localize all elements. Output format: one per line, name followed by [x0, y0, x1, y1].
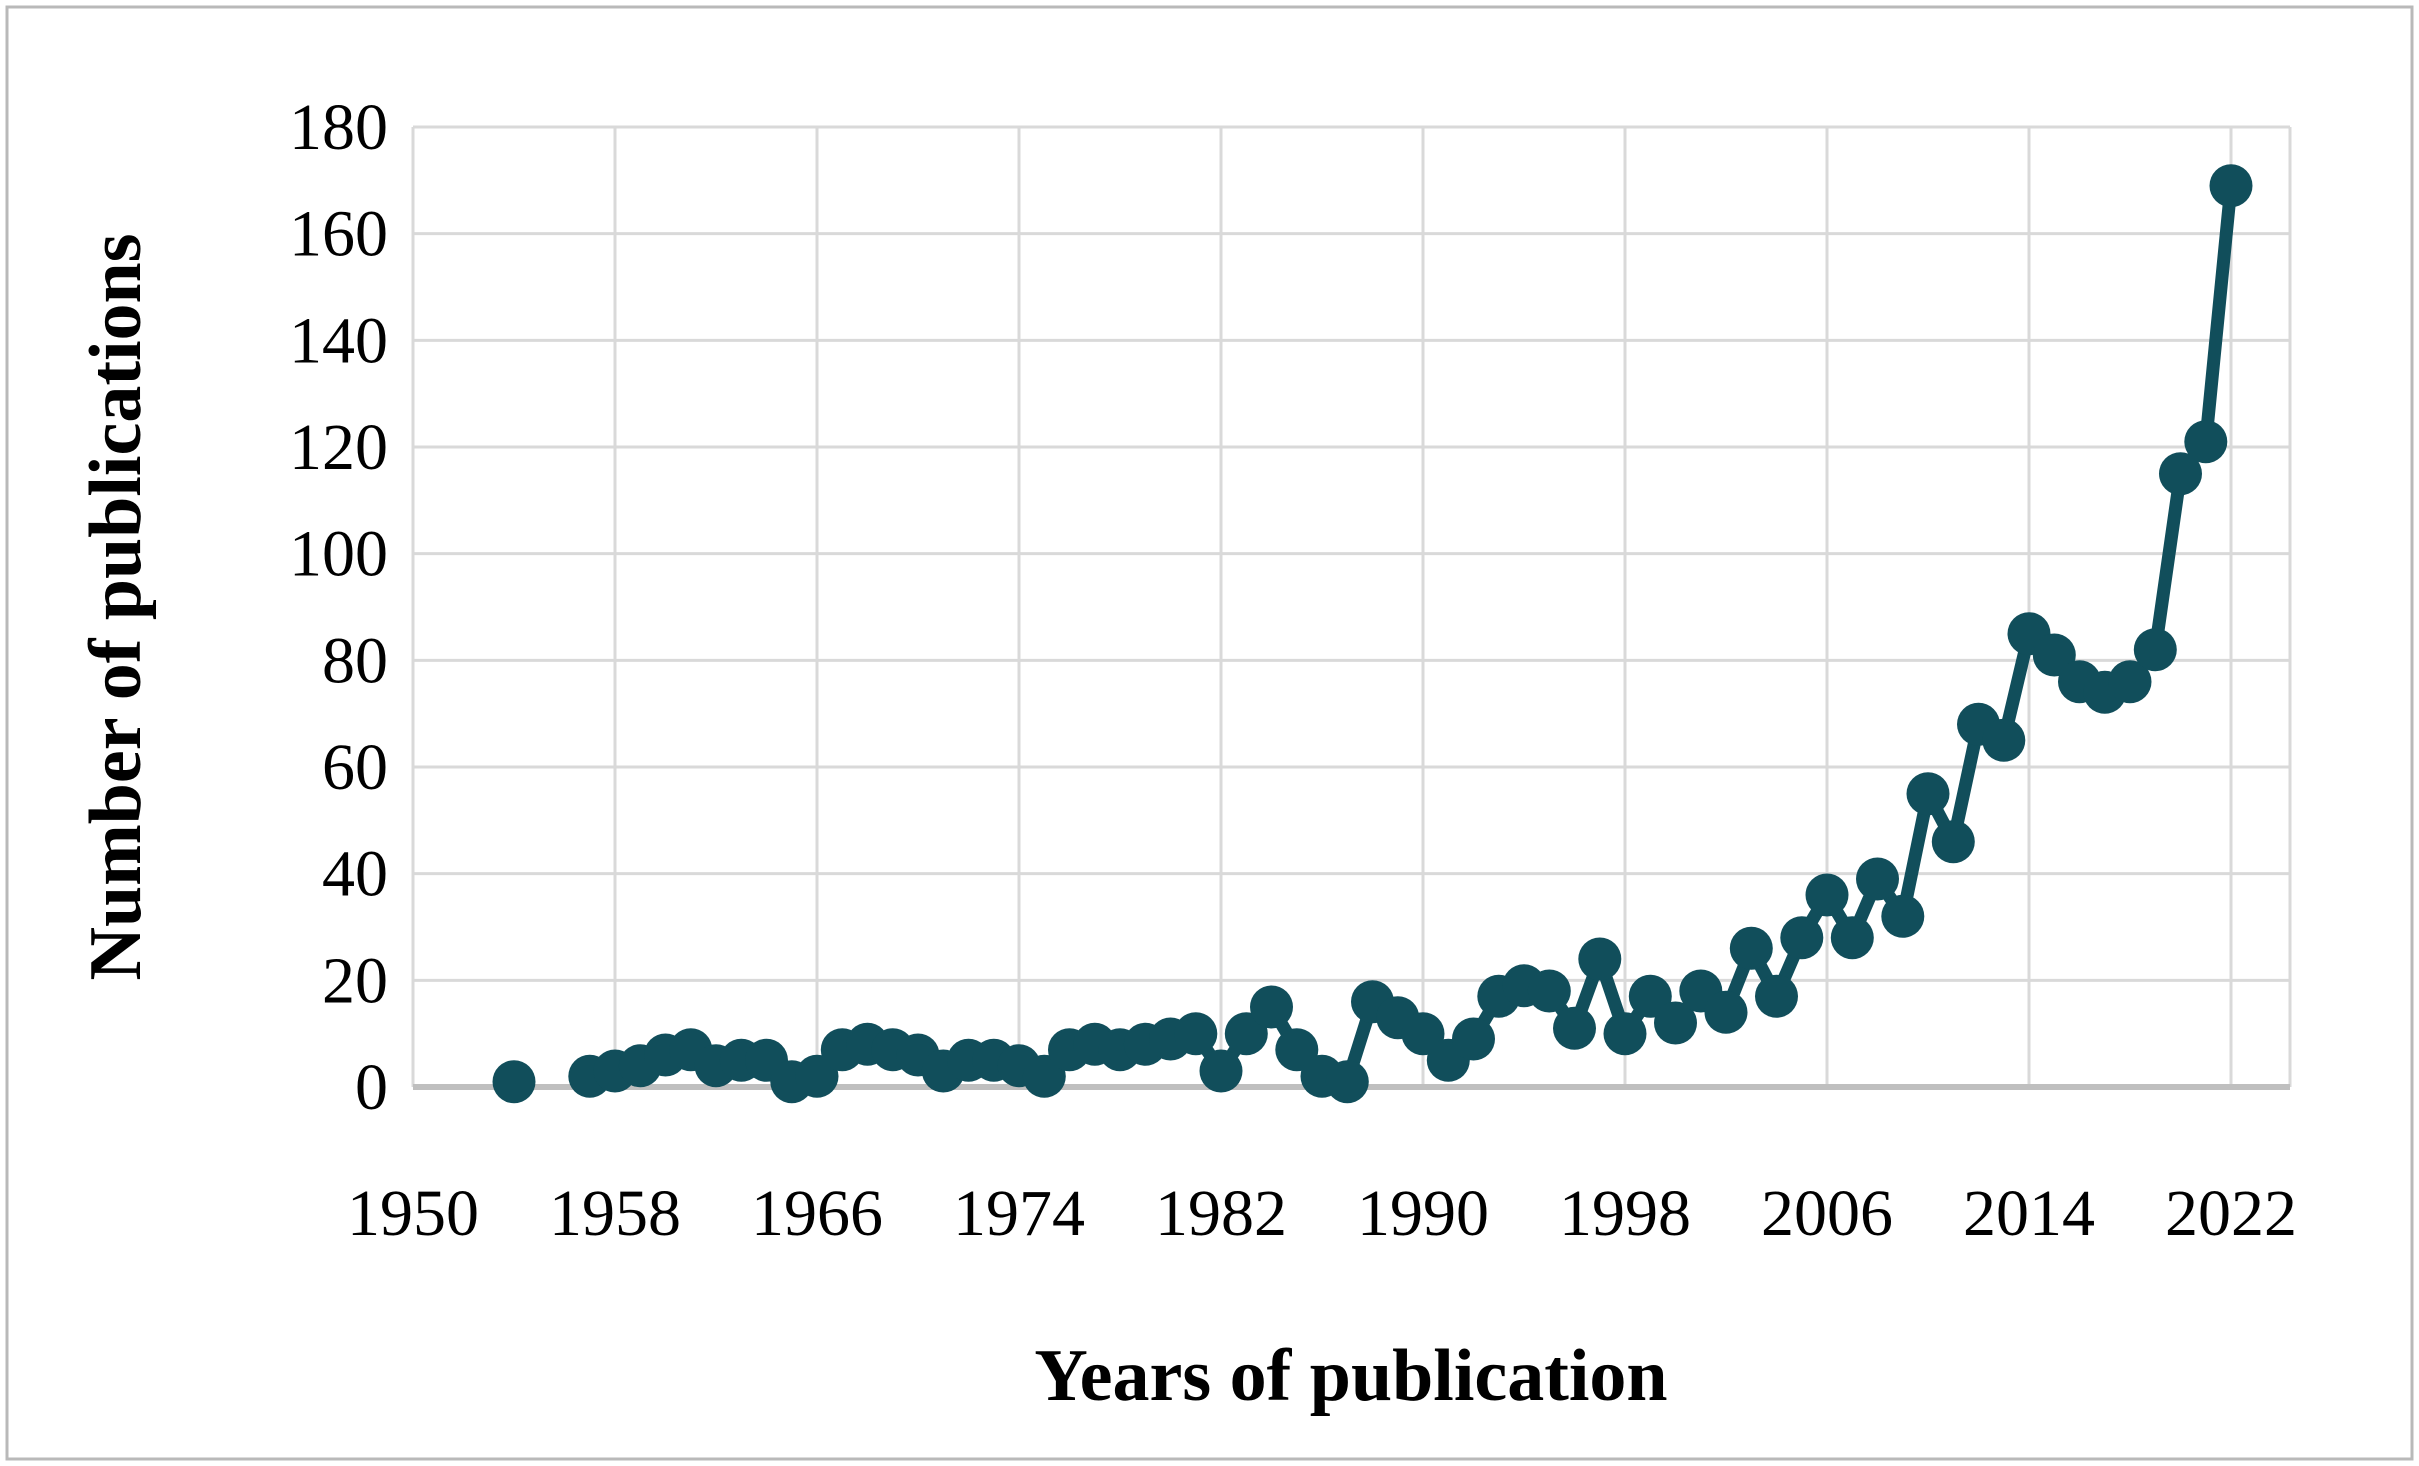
y-tick-label: 20	[322, 944, 388, 1017]
y-tick-label: 40	[322, 838, 388, 911]
data-point	[795, 1054, 839, 1098]
data-point	[1628, 974, 1672, 1018]
data-point	[1199, 1049, 1243, 1093]
data-point	[1881, 894, 1925, 938]
data-point	[1982, 718, 2026, 762]
x-axis-title: Years of publication	[1034, 1335, 1667, 1417]
data-point	[1931, 820, 1975, 864]
data-point	[1755, 974, 1798, 1018]
data-point	[1704, 990, 1748, 1034]
y-tick-label: 80	[322, 624, 388, 697]
y-tick-label: 60	[322, 731, 388, 804]
y-tick-label: 160	[289, 198, 388, 271]
data-series	[492, 164, 2253, 1104]
data-point	[1452, 1017, 1495, 1061]
data-point	[1553, 1006, 1596, 1050]
data-point	[2032, 633, 2076, 677]
y-tick-label: 140	[289, 304, 388, 377]
x-tick-label: 2006	[1761, 1177, 1893, 1250]
data-point	[2108, 660, 2152, 704]
data-point	[1830, 916, 1874, 960]
x-tick-label: 1990	[1357, 1177, 1489, 1250]
y-axis-title: Number of publications	[75, 234, 157, 981]
data-point	[1401, 1012, 1445, 1056]
data-point	[1906, 772, 1950, 816]
figure-border	[5, 5, 2414, 1461]
data-point	[1325, 1060, 1369, 1104]
data-point	[1527, 969, 1571, 1013]
y-axis-tick-labels: 0 20 40 60 80 100 120 140 160 180	[289, 91, 388, 1124]
data-point	[492, 1060, 536, 1104]
data-point	[1654, 1001, 1697, 1045]
data-point	[1603, 1012, 1647, 1056]
x-tick-label: 1974	[953, 1177, 1085, 1250]
data-point	[1780, 916, 1824, 960]
x-tick-label: 1958	[549, 1177, 681, 1250]
x-axis-tick-labels: 1950 1958 1966 1974 1982 1990 1998 2006 2014 2022	[347, 1177, 2297, 1250]
x-tick-label: 2022	[2165, 1177, 2297, 1250]
gridlines	[411, 125, 2292, 1087]
series-line	[583, 179, 2238, 1089]
x-tick-label: 2014	[1963, 1177, 2095, 1250]
data-point	[2184, 420, 2228, 464]
data-point	[1805, 873, 1849, 917]
x-tick-label: 1950	[347, 1177, 479, 1250]
y-tick-label: 100	[289, 518, 388, 591]
x-tick-label: 1998	[1559, 1177, 1691, 1250]
data-point	[2159, 452, 2202, 496]
data-point	[1224, 1012, 1268, 1056]
data-point	[2209, 164, 2253, 208]
y-tick-label: 0	[355, 1051, 388, 1124]
x-tick-label: 1982	[1155, 1177, 1287, 1250]
data-point	[1174, 1012, 1218, 1056]
data-point	[1856, 857, 1899, 901]
data-point	[1729, 926, 1773, 970]
data-point	[1250, 985, 1293, 1029]
y-tick-label: 180	[289, 91, 388, 164]
y-tick-label: 120	[289, 411, 388, 484]
data-point	[2133, 628, 2177, 672]
x-tick-label: 1966	[751, 1177, 883, 1250]
data-point	[1578, 937, 1622, 981]
